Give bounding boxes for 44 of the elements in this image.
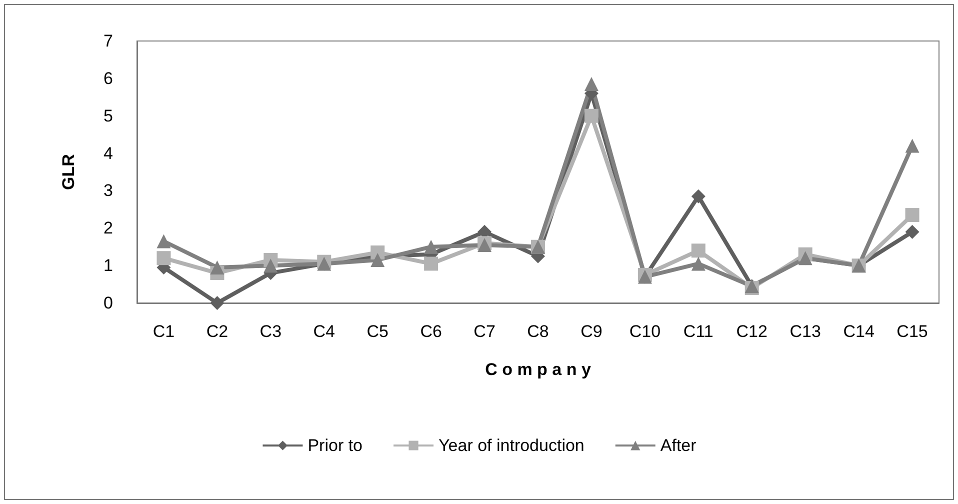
x-axis-title: C o m p a n y (485, 360, 592, 379)
y-tick-label: 1 (104, 256, 113, 276)
y-tick-label: 3 (104, 181, 113, 200)
y-tick-label: 7 (104, 32, 113, 50)
point (264, 258, 278, 273)
x-tick-label: C12 (736, 322, 768, 341)
y-tick-label: 4 (104, 144, 113, 163)
x-tick-label: C9 (580, 322, 602, 341)
point (691, 189, 706, 204)
point (156, 251, 171, 266)
x-tick-label: C3 (260, 322, 282, 341)
legend-label: After (660, 436, 697, 455)
x-tick-label: C1 (152, 322, 175, 341)
point (905, 208, 920, 222)
legend-label: Prior to (308, 436, 363, 455)
point (905, 138, 920, 153)
x-tick-label: C4 (313, 322, 335, 341)
point (424, 240, 438, 254)
x-tick-label: C5 (366, 322, 388, 341)
point (905, 224, 920, 239)
point (210, 296, 224, 310)
x-tick-label: C15 (896, 322, 928, 341)
point (156, 234, 171, 248)
point (691, 244, 706, 258)
legend-label: Year of introduction (438, 436, 584, 455)
x-tick-label: C6 (420, 322, 442, 341)
x-tick-label: C7 (474, 322, 496, 341)
point (424, 256, 438, 271)
y-tick-label: 0 (104, 294, 113, 312)
x-tick-label: C10 (629, 322, 661, 341)
y-tick-label: 2 (104, 218, 113, 238)
point (584, 108, 598, 123)
y-tick-label: 6 (104, 68, 113, 88)
x-tick-label: C11 (683, 322, 714, 341)
y-axis-title: GLR (59, 154, 78, 190)
x-tick-label: C14 (843, 322, 874, 341)
y-tick-label: 5 (104, 106, 113, 126)
x-tick-label: C2 (206, 322, 228, 341)
x-tick-label: C13 (790, 322, 821, 341)
point (691, 256, 706, 271)
point (370, 252, 385, 267)
x-tick-label: C8 (527, 322, 549, 341)
point (210, 260, 224, 274)
point (584, 77, 598, 92)
